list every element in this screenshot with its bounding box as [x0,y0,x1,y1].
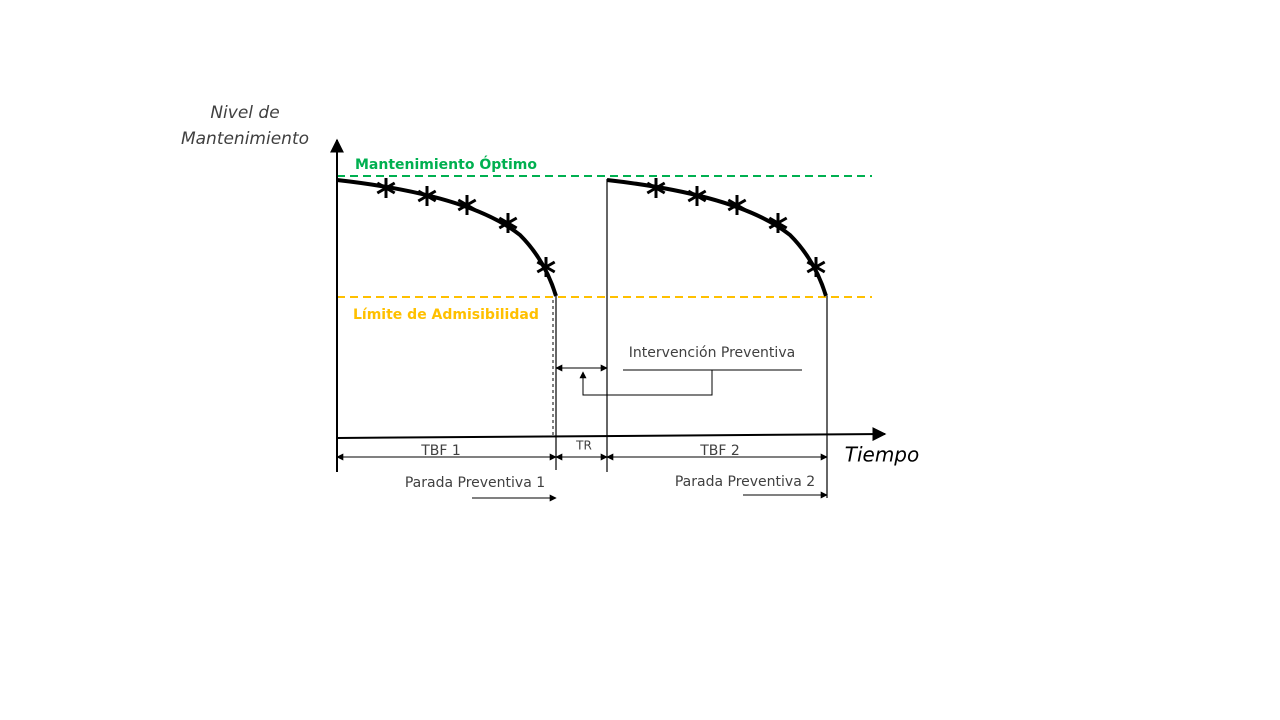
x-axis-label: Tiempo [845,443,920,467]
interval-label: TBF 2 [699,443,740,459]
y-axis-label: Mantenimiento [181,129,309,149]
stop-label: Parada Preventiva 1 [405,475,545,491]
intervention-label: Intervención Preventiva [629,345,795,361]
connector [579,370,713,396]
interval-label: TBF 1 [420,443,461,459]
degradation-curve [606,178,828,297]
stop-label: Parada Preventiva 2 [675,474,815,490]
optimal-label: Mantenimiento Óptimo [355,155,537,173]
interval-label: TR [575,439,592,453]
limit-label: Límite de Admisibilidad [353,307,539,323]
y-axis-label: Nivel de [210,103,279,123]
stars [375,176,827,279]
degradation-curve [336,178,558,297]
x-axis [336,427,887,442]
